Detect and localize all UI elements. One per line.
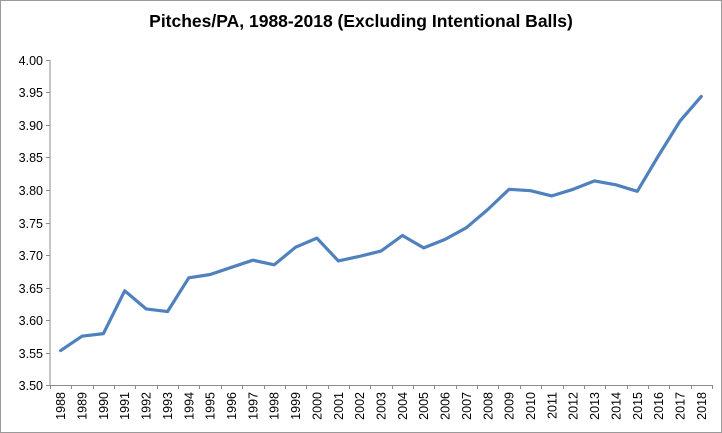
x-tick-label: 2002: [353, 392, 367, 420]
y-tick-label: 3.80: [19, 184, 43, 198]
x-tick-label: 2017: [673, 392, 687, 420]
y-tick-label: 3.70: [19, 249, 43, 263]
y-tick-label: 3.50: [19, 379, 43, 393]
x-tick-label: 1990: [97, 392, 111, 420]
x-tick-label: 1999: [289, 392, 303, 420]
x-tick-label: 2001: [332, 392, 346, 420]
x-tick-label: 2007: [460, 392, 474, 420]
x-tick-label: 2018: [695, 392, 709, 420]
x-tick-label: 2016: [652, 392, 666, 420]
x-tick-label: 2010: [524, 392, 538, 420]
x-tick-label: 1989: [76, 392, 90, 420]
x-tick-label: 2003: [375, 392, 389, 420]
x-tick-label: 2011: [545, 392, 559, 419]
y-tick-label: 3.65: [19, 282, 43, 296]
y-tick-label: 3.85: [19, 151, 43, 165]
x-tick-label: 2009: [503, 392, 517, 420]
x-tick-label: 2000: [310, 392, 324, 420]
x-tick-label: 2006: [439, 392, 453, 420]
x-tick-label: 2014: [609, 392, 623, 420]
x-tick-label: 1988: [54, 392, 68, 420]
x-tick-label: 1993: [161, 392, 175, 420]
y-tick-label: 3.55: [19, 347, 43, 361]
x-tick-label: 2008: [481, 392, 495, 420]
y-tick-label: 3.95: [19, 86, 43, 100]
x-tick-label: 2012: [567, 392, 581, 420]
x-tick-label: 2015: [631, 392, 645, 420]
x-tick-label: 1992: [140, 392, 154, 420]
y-tick-label: 4.00: [19, 54, 43, 68]
x-tick-label: 2013: [588, 392, 602, 420]
x-tick-label: 2004: [396, 392, 410, 420]
x-tick-label: 1997: [246, 392, 260, 420]
y-tick-label: 3.60: [19, 314, 43, 328]
chart-title: Pitches/PA, 1988-2018 (Excluding Intenti…: [149, 11, 573, 31]
y-tick-label: 3.75: [19, 217, 43, 231]
x-tick-label: 2005: [417, 392, 431, 420]
y-tick-label: 3.90: [19, 119, 43, 133]
x-tick-label: 1996: [225, 392, 239, 420]
x-tick-label: 1991: [118, 392, 132, 420]
x-tick-label: 1998: [268, 392, 282, 420]
x-tick-label: 1994: [182, 392, 196, 420]
x-tick-label: 1995: [204, 392, 218, 420]
series-line: [59, 94, 703, 353]
